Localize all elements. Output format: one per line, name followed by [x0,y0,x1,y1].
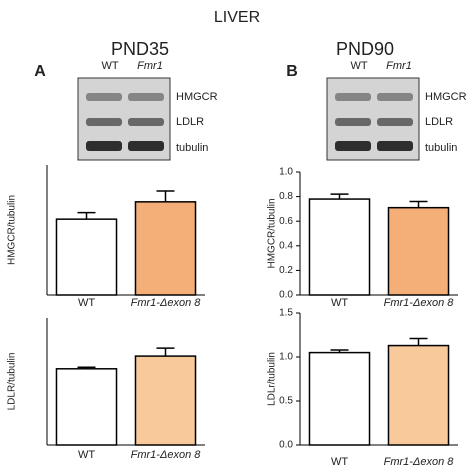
x-tick-label: Fmr1-Δexon 8 [131,449,202,461]
panel-label: PND35 [111,39,169,59]
blot-band [335,141,371,151]
lane-label: Fmr1 [386,60,412,72]
panel-letter: A [34,63,46,80]
blot-band [335,93,371,101]
bar [387,206,450,296]
y-axis-label: LDLr/tubulin [267,352,278,406]
band-label: tubulin [425,142,457,154]
x-tick-label: Fmr1-Δexon 8 [384,297,455,309]
blot-band [128,118,164,126]
x-tick-label: WT [78,449,95,461]
panel-label: PND90 [336,39,394,59]
band-label: LDLR [425,116,453,128]
bar [55,218,118,296]
y-tick-label: 0.8 [279,191,293,202]
bar [308,198,371,296]
blot-band [377,118,413,126]
blot-band [377,93,413,101]
y-axis-label: LDLR/tubulin [7,353,18,411]
x-tick-label: Fmr1-Δexon 8 [131,297,202,309]
x-tick-label: Fmr1-Δexon 8 [384,456,455,468]
bar [134,355,197,446]
y-tick-label: 0.0 [279,290,293,301]
band-label: HMGCR [176,91,218,103]
lane-label: WT [101,60,118,72]
band-label: LDLR [176,116,204,128]
y-tick-label: 0.5 [279,396,293,407]
blot-band [128,93,164,101]
band-label: tubulin [176,142,208,154]
y-tick-label: 0.2 [279,265,293,276]
blot-band [377,141,413,151]
y-axis-label: HMGCR/tubulin [267,198,278,268]
x-tick-label: WT [78,297,95,309]
y-tick-label: 1.5 [279,308,293,319]
y-tick-label: 1.0 [279,167,293,178]
blot-band [128,141,164,151]
y-tick-label: 0.4 [279,240,293,251]
bar [134,201,197,296]
bar [55,368,118,446]
y-tick-label: 0.6 [279,216,293,227]
bar [308,351,371,446]
blot-band [86,141,122,151]
y-axis-label: HMGCR/tubulin [7,195,18,265]
lane-label: Fmr1 [137,60,163,72]
bar [387,344,450,446]
y-tick-label: 1.0 [279,352,293,363]
lane-label: WT [350,60,367,72]
x-tick-label: WT [331,456,348,468]
band-label: HMGCR [425,91,467,103]
figure-title: LIVER [214,9,260,26]
blot-band [335,118,371,126]
x-tick-label: WT [331,297,348,309]
blot-band [86,93,122,101]
panel-letter: B [286,63,298,80]
y-tick-label: 0.0 [279,440,293,451]
blot-band [86,118,122,126]
